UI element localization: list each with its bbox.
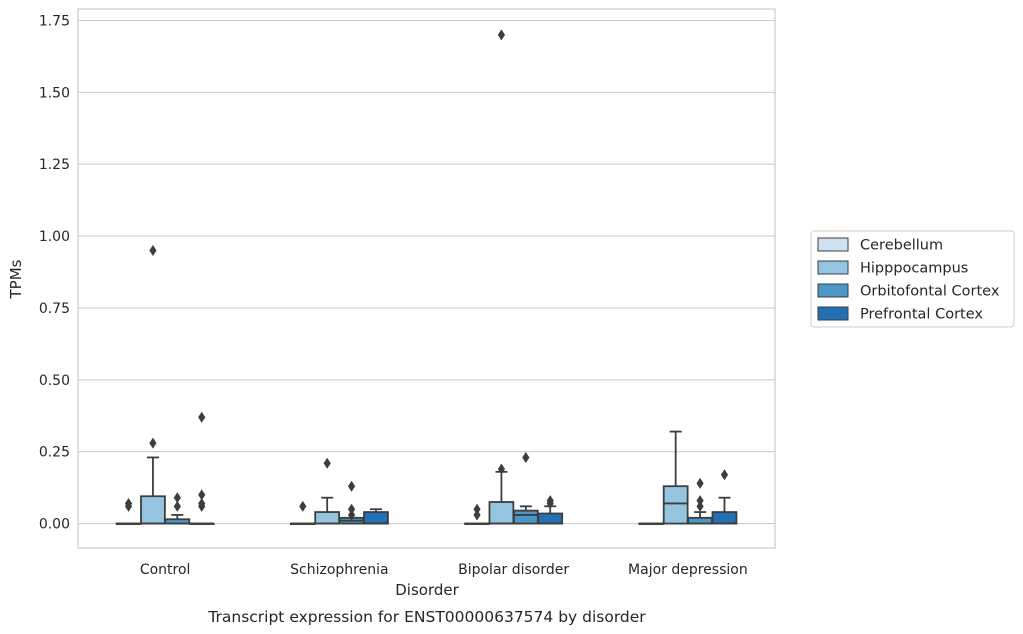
box: [537, 512, 564, 525]
outlier-point: [720, 469, 729, 481]
outlier-point: [299, 500, 307, 512]
legend-label: Orbitofontal Cortex: [860, 284, 1000, 300]
outlier-point: [696, 495, 704, 507]
box-group: [488, 29, 515, 525]
outlier-point: [347, 480, 356, 492]
outlier-point: [696, 500, 704, 512]
outlier-point: [473, 503, 481, 515]
outlier-point: [173, 492, 181, 504]
chart-caption: Transcript expression for ENST0000063757…: [207, 608, 646, 626]
outlier-point: [198, 497, 206, 509]
box: [314, 511, 341, 525]
y-tick-label: 1.00: [39, 229, 70, 245]
box: [140, 495, 166, 525]
outlier-point: [149, 244, 157, 256]
y-axis-title: TPMs: [7, 259, 25, 299]
outlier-point: [173, 500, 181, 512]
x-tick-labels: Control Schizophrenia Bipolar disorder Majo…: [140, 562, 748, 578]
box-group: [188, 411, 215, 525]
y-tick-labels: 0.00 0.25 0.50 0.75 1.00 1.25 1.50 1.75: [39, 13, 70, 532]
box-group: [338, 480, 365, 525]
box-group: [638, 522, 665, 525]
box-group: [711, 469, 738, 525]
outlier-point: [546, 495, 554, 507]
box-group: [512, 451, 539, 525]
plot-marks: [115, 29, 738, 525]
outlier-point: [696, 477, 704, 489]
y-tick-label: 1.50: [39, 85, 70, 101]
legend-swatch: [817, 260, 849, 275]
outlier-point: [473, 509, 481, 521]
box-group: [662, 430, 689, 525]
legend-label: Prefrontal Cortex: [860, 307, 983, 323]
y-tick-label: 0.25: [39, 445, 70, 461]
grid-lines: [78, 19, 775, 525]
box-group: [363, 508, 389, 525]
box-group: [164, 492, 191, 525]
legend-label: Cerebellum: [860, 238, 943, 254]
box-group: [115, 497, 142, 525]
y-tick-label: 1.25: [39, 157, 70, 173]
legend-swatch: [817, 306, 849, 321]
outlier-point: [347, 509, 356, 521]
box: [662, 485, 689, 525]
box: [512, 509, 539, 525]
outlier-point: [198, 411, 206, 423]
box-group: [140, 244, 166, 525]
outlier-point: [522, 451, 530, 463]
x-tick-label: Major depression: [628, 562, 748, 578]
outlier-point: [497, 463, 506, 475]
box: [711, 511, 738, 525]
x-axis-title: Disorder: [395, 581, 459, 599]
x-tick-label: Control: [140, 562, 191, 578]
y-tick-label: 0.75: [39, 301, 70, 317]
y-tick-label: 0.50: [39, 373, 70, 389]
box-group: [537, 495, 564, 525]
legend-swatch: [817, 283, 849, 298]
outlier-point: [323, 457, 331, 469]
box-group: [687, 477, 713, 525]
box-group: [289, 500, 316, 525]
legend: Cerebellum Hipppocampus Orbitofontal Corte…: [810, 230, 1015, 328]
y-tick-label: 1.75: [39, 13, 70, 29]
legend-swatch: [817, 237, 849, 252]
box-group: [314, 457, 341, 525]
x-tick-label: Bipolar disorder: [458, 562, 569, 578]
y-tick-label: 0.00: [39, 517, 70, 533]
box: [488, 501, 515, 525]
legend-label: Hipppocampus: [860, 261, 968, 277]
plot-frame: [77, 8, 776, 549]
x-tick-label: Schizophrenia: [290, 562, 388, 578]
outlier-point: [124, 497, 133, 509]
legend-frame: [810, 230, 1015, 328]
box: [363, 511, 389, 525]
outlier-point: [149, 437, 157, 449]
box-group: [464, 503, 490, 525]
outlier-point: [198, 489, 206, 501]
outlier-point: [347, 503, 356, 515]
outlier-point: [497, 29, 506, 41]
